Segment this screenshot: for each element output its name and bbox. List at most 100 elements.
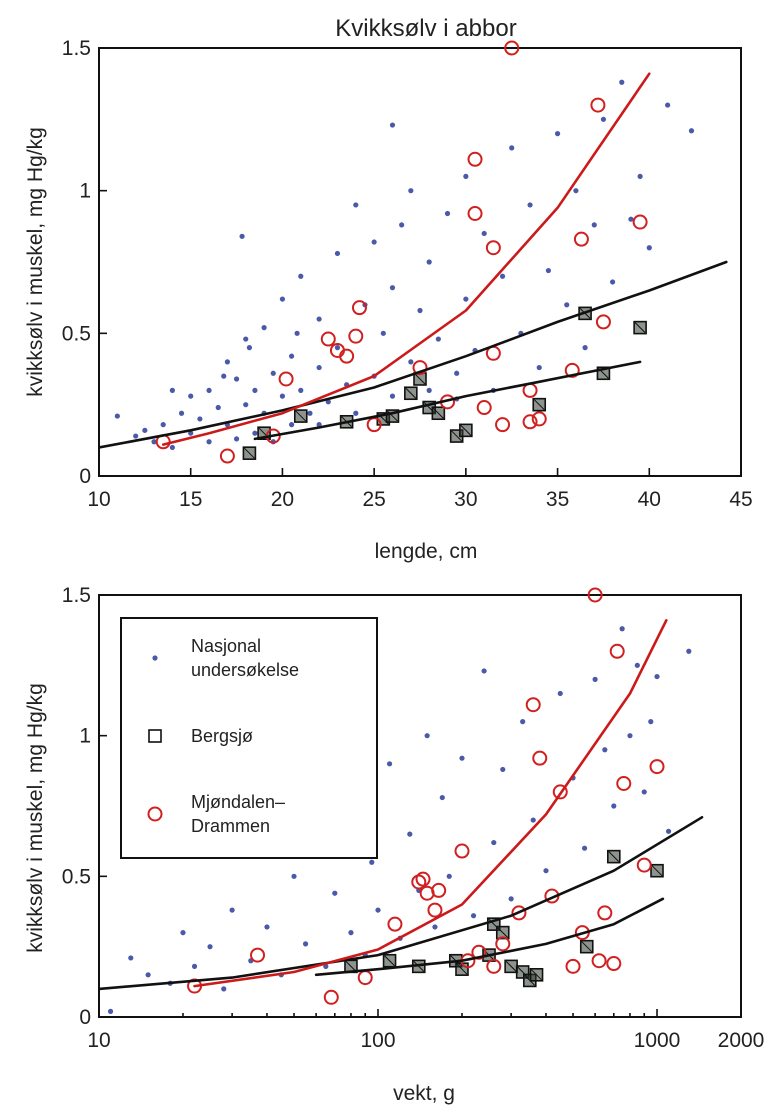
mjondalen-point	[339, 348, 355, 364]
mjondalen-point	[591, 953, 607, 969]
national-point	[169, 387, 175, 393]
national-point	[142, 427, 148, 433]
x-tick-label: 10	[87, 1029, 110, 1052]
bergsjo-point-hatch	[432, 407, 444, 419]
bergsjo-point-hatch	[460, 424, 472, 436]
mjondalen-fit-line	[161, 72, 651, 446]
mjondalen-point	[486, 958, 502, 974]
y-tick-label: 1.5	[62, 584, 91, 607]
national-point	[463, 296, 469, 302]
national-point	[491, 839, 497, 846]
mjondalen-point	[250, 947, 266, 963]
national-point	[302, 941, 309, 947]
legend-label: Nasjonal	[191, 636, 261, 656]
national-point	[481, 668, 487, 674]
national-point	[348, 930, 354, 936]
y-tick-label: 0	[79, 1006, 91, 1029]
national-point	[371, 239, 377, 245]
national-fit-line	[253, 360, 642, 441]
national-point	[128, 955, 134, 961]
national-point	[252, 387, 258, 393]
national-point	[509, 145, 515, 151]
mjondalen-point	[597, 905, 613, 921]
national-point	[500, 766, 506, 773]
mjondalen-point	[387, 916, 403, 932]
national-point	[592, 676, 598, 683]
mjondalen-point	[415, 871, 431, 887]
national-point	[316, 316, 322, 322]
legend-label: Drammen	[191, 816, 270, 836]
legend-square-marker	[148, 729, 162, 743]
national-point	[470, 913, 477, 919]
mjondalen-point	[522, 382, 538, 398]
x-tick-label: 2000	[718, 1029, 765, 1052]
national-point	[207, 944, 213, 950]
x-tick-label: 45	[729, 488, 752, 511]
bergsjo-point-hatch	[581, 941, 593, 953]
national-point	[316, 364, 322, 371]
national-point	[399, 222, 405, 228]
national-point	[279, 393, 286, 399]
national-point	[169, 444, 175, 451]
national-point	[206, 387, 212, 393]
national-point	[353, 202, 359, 208]
national-point	[246, 345, 253, 351]
mjondalen-point	[609, 643, 625, 659]
mjondalen-point	[351, 300, 367, 316]
national-fit-line	[314, 897, 665, 977]
national-point	[543, 868, 549, 874]
national-point	[197, 416, 203, 422]
bergsjo-point-hatch	[384, 955, 395, 967]
national-point	[332, 890, 338, 896]
national-point	[520, 719, 526, 725]
national-point	[446, 873, 452, 879]
x-axis-title-top: lengde, cm	[375, 540, 478, 563]
national-fit-line	[99, 260, 728, 449]
mjondalen-point	[454, 843, 470, 859]
national-point	[627, 733, 633, 739]
national-point	[591, 222, 597, 228]
mjondalen-point	[552, 784, 568, 800]
mjondalen-point	[525, 697, 541, 713]
y-tick-label: 1	[79, 180, 91, 203]
national-point	[646, 245, 652, 251]
plot-frame	[98, 594, 742, 1018]
national-point	[191, 963, 198, 969]
national-point	[298, 387, 304, 393]
bergsjo-point-hatch	[244, 447, 255, 459]
x-tick-label: 20	[271, 488, 294, 511]
national-point	[581, 845, 588, 851]
mjondalen-point	[467, 151, 483, 167]
national-point	[178, 410, 185, 416]
national-point	[180, 930, 186, 936]
mjondalen-point	[412, 360, 428, 376]
national-point	[582, 345, 588, 351]
national-point	[426, 387, 432, 393]
national-point	[600, 116, 607, 122]
national-point	[270, 370, 276, 376]
national-point	[619, 626, 625, 632]
national-point	[665, 102, 671, 108]
national-point	[224, 359, 230, 365]
bergsjo-point-hatch	[451, 430, 463, 442]
mjondalen-point	[522, 414, 538, 430]
bergsjo-point-hatch	[533, 399, 545, 411]
mjondalen-point	[595, 314, 611, 330]
mjondalen-point	[590, 97, 606, 113]
legend: Nasjonal undersøkelse Bergsjø Mjøndalen– Dra…	[120, 617, 378, 859]
mjondalen-point	[431, 882, 447, 898]
mjondalen-point	[471, 944, 487, 960]
legend-label: Bergsjø	[191, 726, 253, 746]
national-point	[554, 131, 561, 137]
bergsjo-point-hatch	[414, 373, 426, 385]
x-tick-label: 15	[179, 488, 202, 511]
national-point	[619, 79, 625, 85]
national-point	[610, 279, 616, 285]
mjondalen-point	[357, 970, 373, 986]
mjondalen-point	[532, 750, 548, 766]
national-point	[188, 430, 194, 436]
national-point	[375, 907, 381, 913]
national-point	[114, 413, 120, 419]
y-tick-label: 0.5	[62, 322, 91, 345]
